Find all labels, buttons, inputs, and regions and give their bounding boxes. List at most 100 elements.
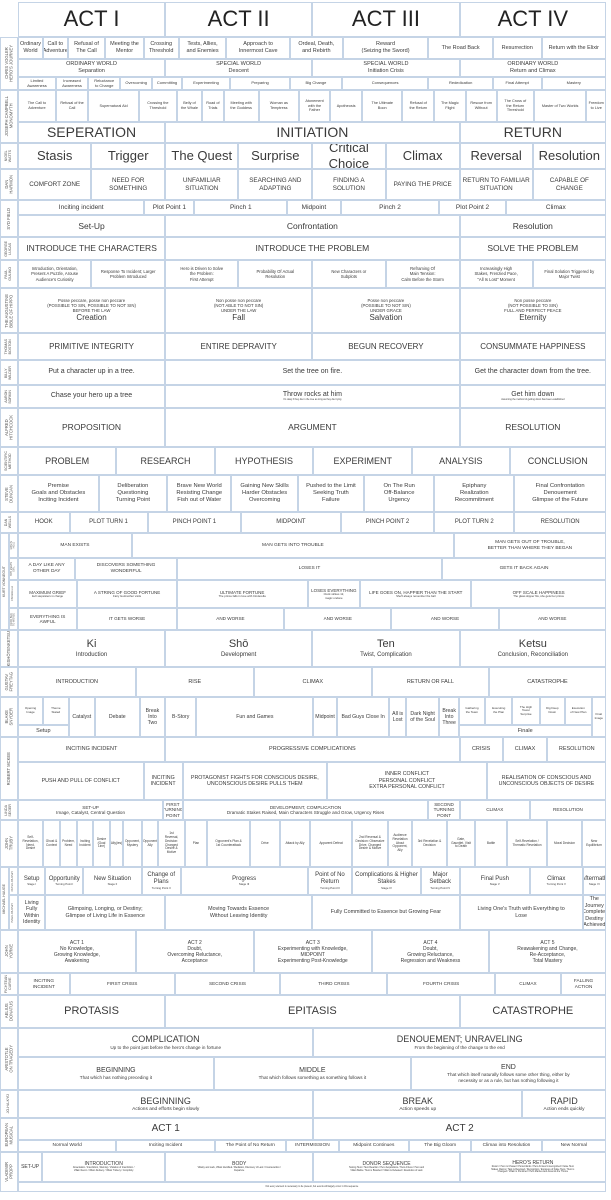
act-title: ACT II <box>207 6 270 32</box>
framework-label-text: THE AUGUSTINE BIBLE OF HIPPO <box>3 293 13 328</box>
framework-sublabel: MAN IN HOLE <box>9 533 18 558</box>
stage-label: Opponent's Plan & 1st Counterattack <box>215 838 242 847</box>
stage-cell: Reward (Seizing the Sword) <box>342 37 429 59</box>
stage-title: COMPLICATION <box>131 1034 200 1045</box>
stage-label: PINCH POINT 2 <box>365 518 410 525</box>
stage-cell: Gathering the Team <box>458 697 486 725</box>
stage-label: A DAY LIKE ANY OTHER DAY <box>28 563 65 574</box>
stage-note: Non posse non peccare (NOT ABLE TO NOT S… <box>213 297 264 314</box>
stage-cell: Complications & Higher Stakes Stage IV <box>352 867 421 895</box>
stage-label: ACT 2 <box>445 1123 474 1134</box>
stage-label: Introduction, Orientation, Present A Puz… <box>31 266 79 282</box>
stage-cell: Increased Awareness <box>55 77 89 90</box>
stage-cell: Theme Stated <box>42 697 69 725</box>
stage-label: Setup <box>36 727 51 734</box>
stage-cell: Drive <box>250 820 280 867</box>
stage-label: Dark Night of the Soul <box>410 710 435 723</box>
framework-label-european-musical: EUROPEAN MUSICAL <box>0 1118 18 1152</box>
stage-label: AND WORSE <box>216 616 245 622</box>
stage-label: Brave New World Resisting Change Fish ou… <box>176 483 223 503</box>
stage-cell: Attack by Ally <box>280 820 310 867</box>
stage-cell: Overcoming <box>120 77 153 90</box>
stage-cell: ENTIRE DEPRAVITY <box>165 333 313 360</box>
framework-label-kisho-tenketsu: KISHŌTENKETSU <box>0 630 18 667</box>
stage-label: Trigger <box>107 148 149 164</box>
stage-label: ANALYSIS <box>439 455 483 466</box>
stage-label: Increased Awareness <box>62 77 82 88</box>
stage-label: EXPERIMENT <box>333 455 392 466</box>
stage-label: Epiphany Realization Recommitment <box>454 483 494 503</box>
stage-cell: Climax <box>505 200 606 215</box>
stage-cell: COMFORT ZONE <box>18 169 92 200</box>
stage-label: Put a character up in a tree. <box>48 368 135 376</box>
framework-sublabel-text: OUTER JOURNEY <box>11 870 15 892</box>
stage-label: PINCH POINT 1 <box>172 518 217 525</box>
stage-cell: Fun and Games <box>196 697 314 737</box>
stage-cell: MAN EXISTS <box>18 533 132 558</box>
stage-cell: Debate <box>94 697 140 737</box>
stage-note: Non posse peccare (NOT POSSIBLE TO SIN) … <box>504 297 562 314</box>
stage-cell: CATASTROPHE <box>459 995 606 1028</box>
stage-title: LIFE GOES ON, HAPPIER THAN THE START <box>369 589 463 595</box>
framework-label-george-lucas: GEORGE LUCAS <box>0 237 18 260</box>
stage-cell: Supernatural Aid <box>88 90 139 122</box>
stage-title: BEGINNING <box>96 1066 136 1074</box>
stage-cell: OFF SCALE HAPPINESS The glass slipper fit… <box>471 580 606 608</box>
stage-cell: Committing <box>152 77 182 90</box>
stage-label: Woman as Temptress <box>269 101 288 110</box>
stage-label: BEGUN RECOVERY <box>348 341 424 351</box>
stage-cell: The Magic Flight <box>434 90 466 122</box>
stage-note: Posse peccare, posse non peccare (POSSIB… <box>47 297 136 314</box>
stage-label: The Big Gloom <box>424 1143 457 1149</box>
act-title: ACT III <box>351 6 420 32</box>
stage-cell: INTRODUCTION <box>18 667 136 697</box>
stage-cell: ACT 4 Doubt, Growing Reluctance, Regress… <box>371 930 489 973</box>
stage-label: Pushed to the Limit Seeking Truth Failur… <box>306 483 356 503</box>
stage-title: RAPID <box>550 1095 578 1106</box>
stage-cell: Posse non peccare (POSSIBLE TO NOT SIN) … <box>312 288 460 333</box>
stage-label: SPECIAL WORLD Descent <box>216 61 262 74</box>
stage-title: Point of No Return <box>315 872 345 886</box>
stage-label: Debate <box>108 713 126 720</box>
stage-cell: Refusal of the Return <box>402 90 435 122</box>
stage-cell: Self- Revelation, Need, Desire <box>18 820 43 867</box>
act-header-2: ACT II <box>165 2 313 37</box>
stage-description: Turning Point I <box>55 881 74 886</box>
stage-description: Turning Point III <box>320 885 340 890</box>
stage-title: BEGINNING <box>140 1095 191 1106</box>
stage-label: Self- Revelation, Need, Desire <box>22 834 39 851</box>
stage-cell: Execution of New Plan <box>565 697 592 725</box>
stage-label: The Journey Complete, Destiny Achieved <box>582 896 606 929</box>
stage-cell: Plot Point 2 <box>439 200 506 215</box>
stage-label: Preparing <box>251 80 269 86</box>
stage-label: Execution of New Plan <box>570 706 587 714</box>
stage-cell: MAN GETS OUT OF TROUBLE, BETTER THAN WHE… <box>453 533 606 558</box>
stage-cell: Pushed to the Limit Seeking Truth Failur… <box>297 475 365 512</box>
stage-label: CRISIS <box>471 746 491 753</box>
stage-cell: INTERMISSION <box>286 1140 339 1152</box>
stage-label: Catalyst <box>72 713 92 720</box>
stage-cell: New Equilibrium <box>582 820 606 867</box>
stage-description: It's okay if they die in the tree as lon… <box>283 398 342 402</box>
stage-label: INCITING INCIDENT <box>65 746 118 753</box>
stage-cell: Tests, Allies, and Enemies <box>178 37 227 59</box>
stage-cell: Reframing Of Main Tension: Calm Before t… <box>385 260 460 288</box>
stage-cell: BEGUN RECOVERY <box>312 333 460 360</box>
stage-label: FIRST CRISIS <box>106 981 138 987</box>
framework-sublabel-text: MAN IN HOLE <box>9 541 16 550</box>
stage-label: FALLING ACTION <box>573 978 594 989</box>
stage-label: INCITING INCIDENT <box>150 774 176 787</box>
stage-description: That which itself naturally follows some… <box>447 1072 570 1083</box>
stage-label: ACT 4 Doubt, Growing Reluctance, Regress… <box>400 939 461 964</box>
stage-label: SEPERATION <box>46 124 137 141</box>
stage-label: Fully Committed to Essence but Growing F… <box>330 909 442 916</box>
framework-sublabel-text: INNER JOURNEY <box>11 902 15 923</box>
stage-cell: DENOUEMENT; UNRAVELING From the beginning… <box>313 1028 606 1057</box>
stage-cell: INNER CONFLICT PERSONAL CONFLICT EXTRA P… <box>327 762 487 800</box>
stage-label: CLIMAX <box>514 746 536 753</box>
stage-label: Experimenting <box>193 80 219 86</box>
stage-label: 1st Reversal, Decision: Changed Desire &… <box>164 830 179 855</box>
stage-description: Action speeds up <box>399 1106 437 1112</box>
stage-cell: Resolution <box>459 215 606 237</box>
stage-cell: Reluctance to Change <box>88 77 121 90</box>
